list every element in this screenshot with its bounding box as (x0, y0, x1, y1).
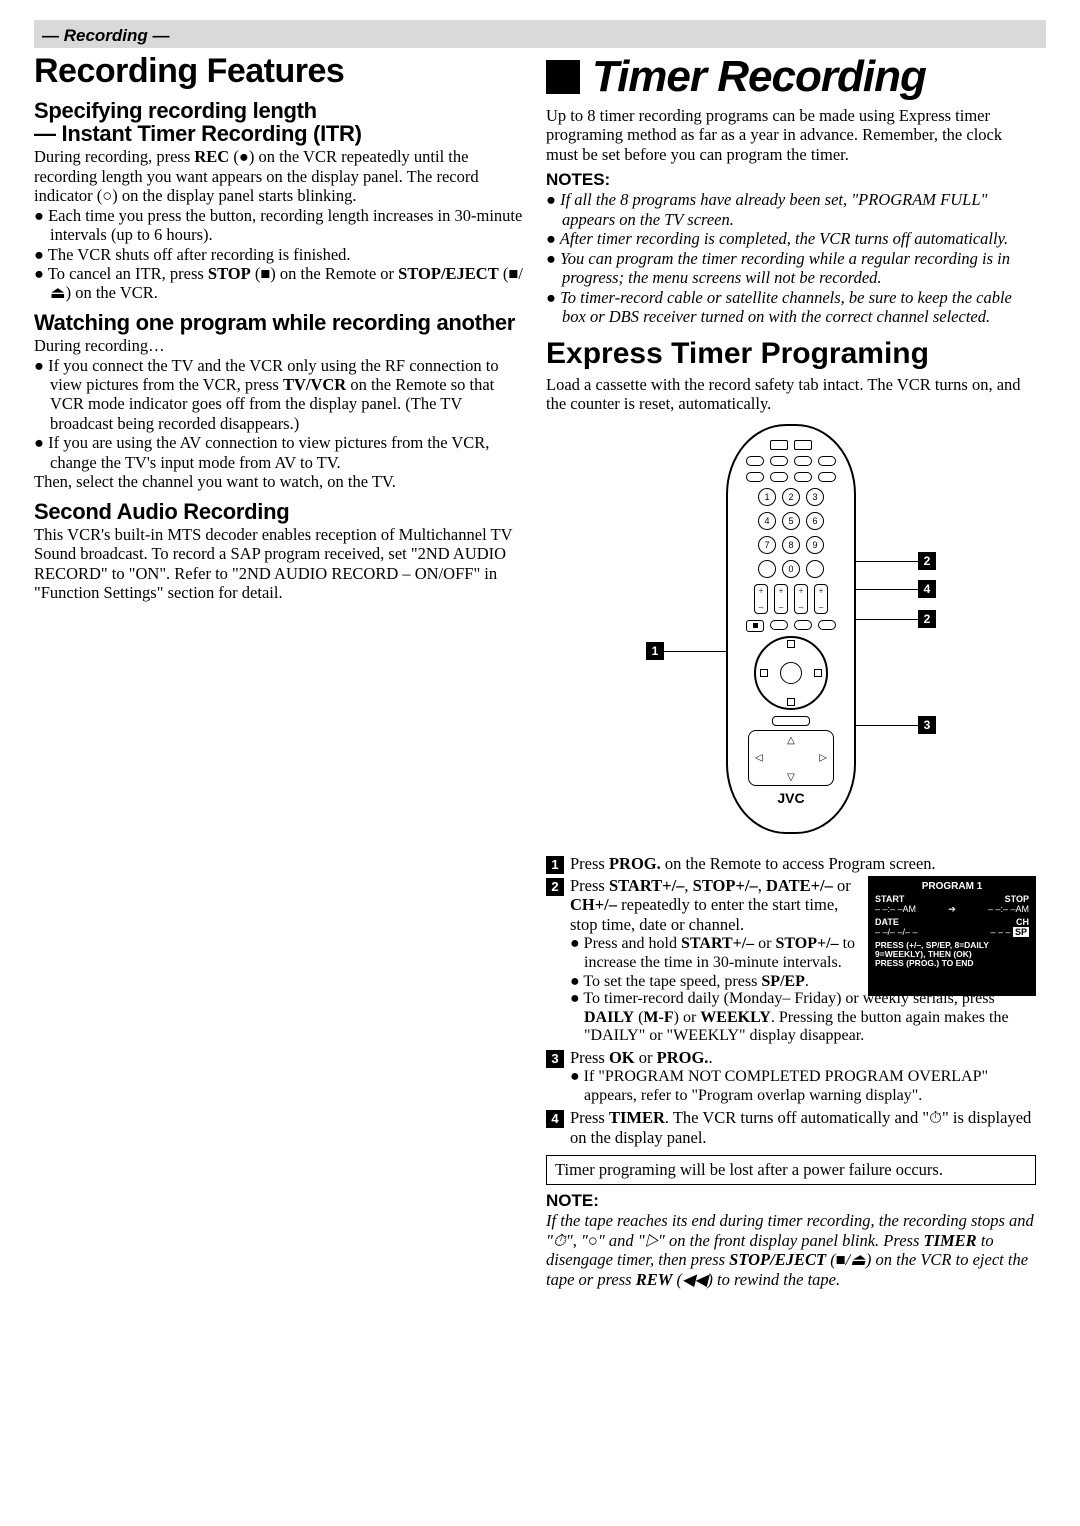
step-2-cont: To timer-record daily (Monday– Friday) o… (546, 990, 1036, 1047)
itr-bullets: Each time you press the button, recordin… (34, 206, 524, 303)
remote-illustration: 123 456 789 0 +–+–+–+– △ ▽ ◁ ▷ (546, 424, 1036, 844)
step-3-body: Press OK or PROG.. If "PROGRAM NOT COMPL… (570, 1048, 1036, 1106)
watch-bullet-2: If you are using the AV connection to vi… (34, 433, 524, 472)
watch-heading: Watching one program while recording ano… (34, 311, 524, 334)
etp-title: Express Timer Programing (546, 337, 1036, 371)
itr-intro: During recording, press REC (●) on the V… (34, 147, 524, 205)
section-header: — Recording — (34, 20, 1046, 48)
dpad-icon: △ ▽ ◁ ▷ (748, 730, 834, 786)
section-marker-icon (546, 60, 580, 94)
note-4: To timer-record cable or satellite chann… (546, 288, 1036, 327)
watch-intro: During recording… (34, 336, 524, 355)
sar-body: This VCR's built-in MTS decoder enables … (34, 525, 524, 603)
single-note-heading: NOTE: (546, 1191, 1036, 1211)
step-2-num: 2 (546, 878, 564, 896)
step-4: 4 Press TIMER. The VCR turns off automat… (546, 1108, 1036, 1148)
step-3-num: 3 (546, 1050, 564, 1068)
callout-1: 1 (646, 642, 664, 660)
two-column-layout: Recording Features Specifying recording … (34, 52, 1046, 1289)
callout-2a: 2 (918, 552, 936, 570)
brand-label: JVC (728, 790, 854, 806)
remote-body: 123 456 789 0 +–+–+–+– △ ▽ ◁ ▷ (726, 424, 856, 834)
step-3: 3 Press OK or PROG.. If "PROGRAM NOT COM… (546, 1048, 1036, 1106)
itr-bullet-3: To cancel an ITR, press STOP (■) on the … (34, 264, 524, 303)
step-1-body: Press PROG. on the Remote to access Prog… (570, 854, 1036, 874)
section-label: — Recording — (42, 26, 170, 46)
timer-title-row: Timer Recording (546, 52, 1036, 102)
play-ring-icon (754, 636, 828, 710)
watch-bullet-1: If you connect the TV and the VCR only u… (34, 356, 524, 434)
callout-2b: 2 (918, 610, 936, 628)
right-column: Timer Recording Up to 8 timer recording … (546, 52, 1036, 1289)
display-title: PROGRAM 1 (875, 881, 1029, 892)
program-display: PROGRAM 1 STARTSTOP – –:– –AM➔– –:– –AM … (868, 876, 1036, 996)
step-1: 1 Press PROG. on the Remote to access Pr… (546, 854, 1036, 874)
watch-bullets: If you connect the TV and the VCR only u… (34, 356, 524, 473)
itr-bullet-1: Each time you press the button, recordin… (34, 206, 524, 245)
watch-outro: Then, select the channel you want to wat… (34, 472, 524, 491)
note-2: After timer recording is completed, the … (546, 229, 1036, 248)
step-4-body: Press TIMER. The VCR turns off automatic… (570, 1108, 1036, 1148)
timer-recording-title: Timer Recording (592, 52, 926, 102)
step-4-num: 4 (546, 1110, 564, 1128)
sar-heading: Second Audio Recording (34, 500, 524, 523)
recording-features-title: Recording Features (34, 52, 524, 91)
notes-heading: NOTES: (546, 170, 1036, 190)
left-column: Recording Features Specifying recording … (34, 52, 524, 1289)
note-3: You can program the timer recording whil… (546, 249, 1036, 288)
single-note-body: If the tape reaches its end during timer… (546, 1211, 1036, 1289)
callout-4: 4 (918, 580, 936, 598)
callout-3: 3 (918, 716, 936, 734)
timer-intro: Up to 8 timer recording programs can be … (546, 106, 1036, 164)
notes-list: If all the 8 programs have already been … (546, 190, 1036, 326)
note-1: If all the 8 programs have already been … (546, 190, 1036, 229)
itr-heading: Specifying recording length — Instant Ti… (34, 99, 524, 145)
power-failure-warning: Timer programing will be lost after a po… (546, 1155, 1036, 1185)
itr-bullet-2: The VCR shuts off after recording is fin… (34, 245, 524, 264)
step-1-num: 1 (546, 856, 564, 874)
steps-area: 1 Press PROG. on the Remote to access Pr… (546, 854, 1036, 1148)
etp-intro: Load a cassette with the record safety t… (546, 375, 1036, 414)
